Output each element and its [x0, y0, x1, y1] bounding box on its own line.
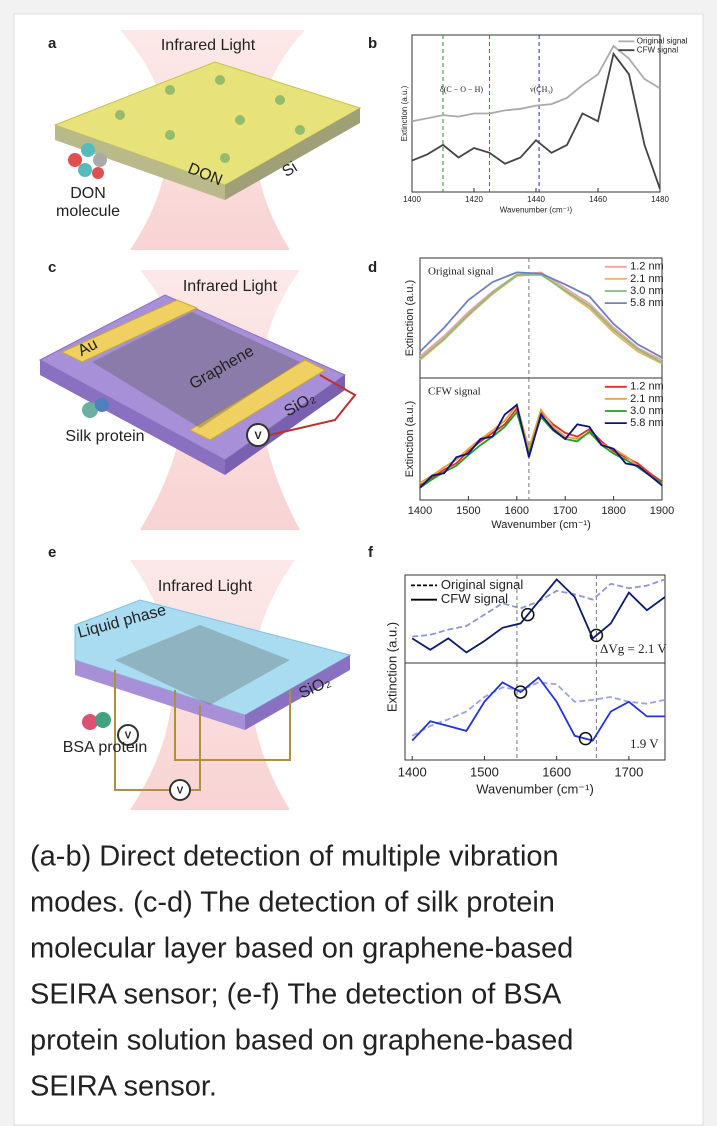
legend-label: 5.8 nm: [630, 417, 664, 429]
meter-label: V: [254, 430, 262, 442]
y-axis-label: Extinction (a.u.): [400, 85, 409, 141]
panel-label: d: [368, 259, 377, 276]
series-line: [419, 271, 663, 361]
series-line: [419, 271, 663, 359]
annotation: δ(C − O − H): [440, 85, 483, 94]
plot-frame: [419, 377, 663, 501]
x-tick-label: 1900: [650, 505, 674, 517]
caption-line: SEIRA sensor; (e-f) The detection of BSA: [30, 979, 562, 1011]
x-tick-label: 1800: [601, 505, 625, 517]
x-tick-label: 1400: [403, 195, 421, 204]
annotation: CFW signal: [428, 386, 481, 398]
x-tick-label: 1700: [614, 764, 643, 779]
y-axis-label: Extinction (a.u.): [404, 280, 416, 356]
caption-line: modes. (c-d) The detection of silk prote…: [30, 887, 555, 919]
panel-label: f: [368, 544, 374, 561]
x-tick-label: 1500: [470, 764, 499, 779]
x-axis-label: Wavenumber (cm⁻¹): [500, 206, 573, 215]
legend-label: 3.0 nm: [630, 285, 664, 297]
legend-label: CFW signal: [637, 45, 679, 54]
annotation: Original signal: [428, 266, 494, 278]
meter-label: V: [177, 786, 184, 797]
legend-label: 1.2 nm: [630, 381, 664, 393]
molecule-label: Silk protein: [65, 428, 144, 445]
meter-label: V: [125, 731, 132, 742]
x-tick-label: 1700: [553, 505, 577, 517]
caption-line: molecular layer based on graphene-based: [30, 933, 573, 965]
illustration-c: V Infrared Light Au Graphene SiO₂ Silk p…: [38, 270, 357, 530]
series-line: [411, 51, 661, 190]
x-axis-label: Wavenumber (cm⁻¹): [491, 519, 591, 531]
x-tick-label: 1600: [505, 505, 529, 517]
legend-label: CFW signal: [441, 591, 508, 606]
molecule-label: BSA protein: [63, 739, 148, 756]
light-label: Infrared Light: [158, 578, 253, 595]
x-tick-label: 1400: [398, 764, 427, 779]
annotation: 1.9 V: [630, 736, 659, 751]
series-line: [419, 273, 663, 364]
illustration-a: Infrared Light DON Si DON molecule: [53, 30, 362, 250]
legend-label: 1.2 nm: [630, 261, 664, 273]
series-line: [411, 578, 666, 654]
x-tick-label: 1440: [527, 195, 545, 204]
panel-label: a: [48, 35, 57, 52]
x-axis-label: Wavenumber (cm⁻¹): [476, 781, 594, 796]
charts: 1400 1420 1440 1460 1480 Wavenumber (cm⁻¹) Ext…: [385, 34, 688, 796]
card: [13, 13, 704, 1126]
highlight-circle: [521, 607, 535, 622]
series-line: [411, 676, 665, 742]
highlight-circle: [513, 685, 528, 699]
panel-label: e: [48, 544, 56, 561]
light-label: Infrared Light: [161, 37, 256, 54]
plot-frame: [404, 662, 666, 761]
series-line: [411, 681, 666, 737]
x-tick-label: 1420: [465, 195, 483, 204]
legend-label: Original signal: [441, 577, 523, 592]
legend-label: 5.8 nm: [630, 297, 664, 309]
series-line: [419, 403, 663, 489]
panel-label: c: [48, 259, 56, 276]
y-axis-label: Extinction (a.u.): [404, 401, 416, 477]
x-tick-label: 1600: [542, 764, 571, 779]
legend-label: 3.0 nm: [630, 405, 664, 417]
legend-label: 2.1 nm: [630, 273, 664, 285]
y-axis-label: Extinction (a.u.): [385, 622, 400, 712]
molecule-label: molecule: [56, 203, 120, 220]
molecule-label: DON: [70, 185, 106, 202]
annotation: ν(CH₃): [530, 85, 553, 94]
legend-label: Original signal: [637, 37, 688, 46]
x-tick-label: 1500: [456, 505, 480, 517]
x-tick-label: 1480: [651, 195, 669, 204]
caption-line: (a-b) Direct detection of multiple vibra…: [30, 841, 559, 873]
highlight-circle: [589, 628, 604, 643]
annotation: ΔVg = 2.1 V: [600, 641, 667, 656]
panel-label: b: [368, 35, 377, 52]
x-tick-label: 1460: [589, 195, 607, 204]
light-label: Infrared Light: [183, 278, 278, 295]
x-tick-label: 1400: [408, 505, 432, 517]
highlight-circle: [578, 731, 593, 746]
caption-line: SEIRA sensor.: [30, 1071, 217, 1103]
legend-label: 2.1 nm: [630, 393, 664, 405]
illustration-e: V V Infrared Light Liquid phase SiO₂ BSA…: [63, 560, 352, 810]
caption-line: protein solution based on graphene-based: [30, 1025, 573, 1057]
